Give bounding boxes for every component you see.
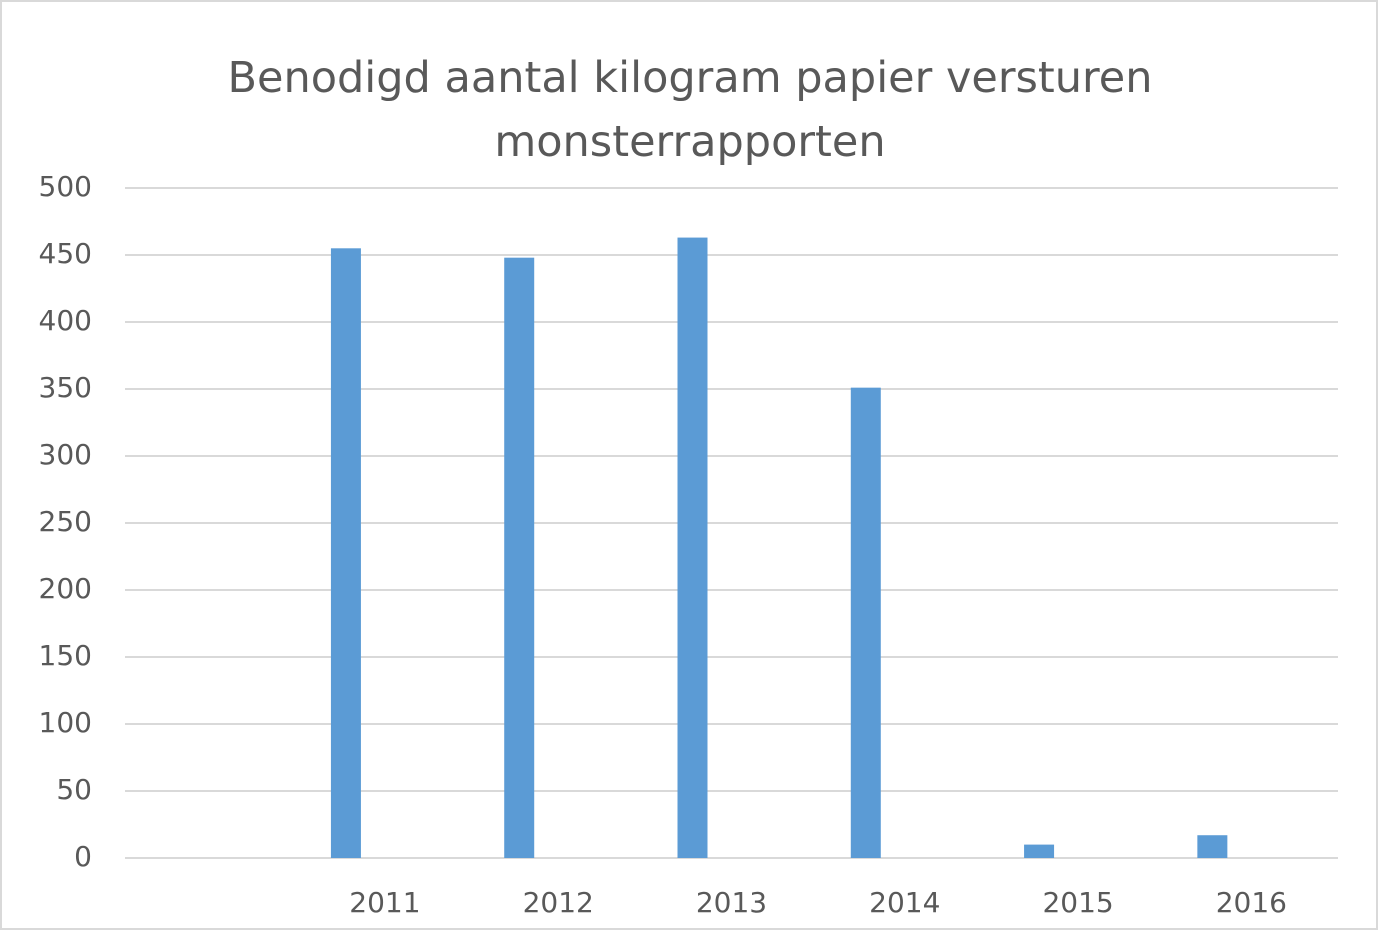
- y-tick-label: 0: [74, 840, 92, 873]
- y-tick-label: 300: [39, 438, 92, 471]
- y-tick-label: 450: [39, 237, 92, 270]
- x-tick-label: 2012: [523, 886, 594, 919]
- x-tick-label: 2011: [349, 886, 420, 919]
- y-tick-label: 50: [56, 773, 92, 806]
- x-tick-label: 2013: [696, 886, 767, 919]
- bar: [677, 237, 708, 858]
- x-tick-label: 2014: [869, 886, 940, 919]
- y-tick-label: 150: [39, 639, 92, 672]
- y-tick-label: 100: [39, 706, 92, 739]
- y-tick-label: 200: [39, 572, 92, 605]
- y-tick-label: 250: [39, 505, 92, 538]
- x-tick-label: 2016: [1216, 886, 1287, 919]
- chart-title: Benodigd aantal kilogram papier versture…: [227, 53, 1153, 167]
- y-tick-label: 500: [39, 170, 92, 203]
- y-tick-label: 400: [39, 304, 92, 337]
- bar: [330, 248, 361, 859]
- bar: [1024, 844, 1055, 858]
- bar: [504, 257, 535, 858]
- bar: [850, 387, 881, 858]
- y-tick-label: 350: [39, 371, 92, 404]
- bar: [1197, 835, 1228, 858]
- x-tick-label: 2015: [1042, 886, 1113, 919]
